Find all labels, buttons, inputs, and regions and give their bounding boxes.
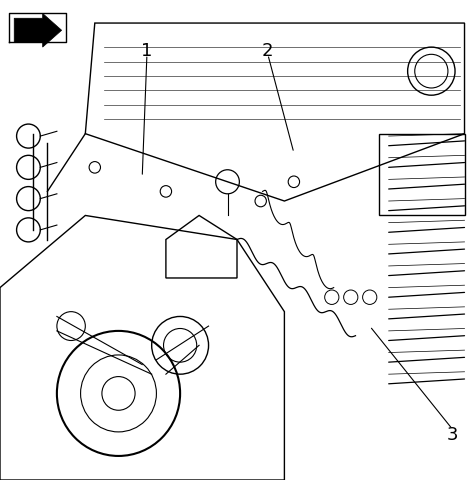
- Text: 3: 3: [447, 425, 458, 444]
- Text: 2: 2: [262, 41, 273, 60]
- Text: 1: 1: [141, 41, 153, 60]
- Polygon shape: [14, 14, 62, 48]
